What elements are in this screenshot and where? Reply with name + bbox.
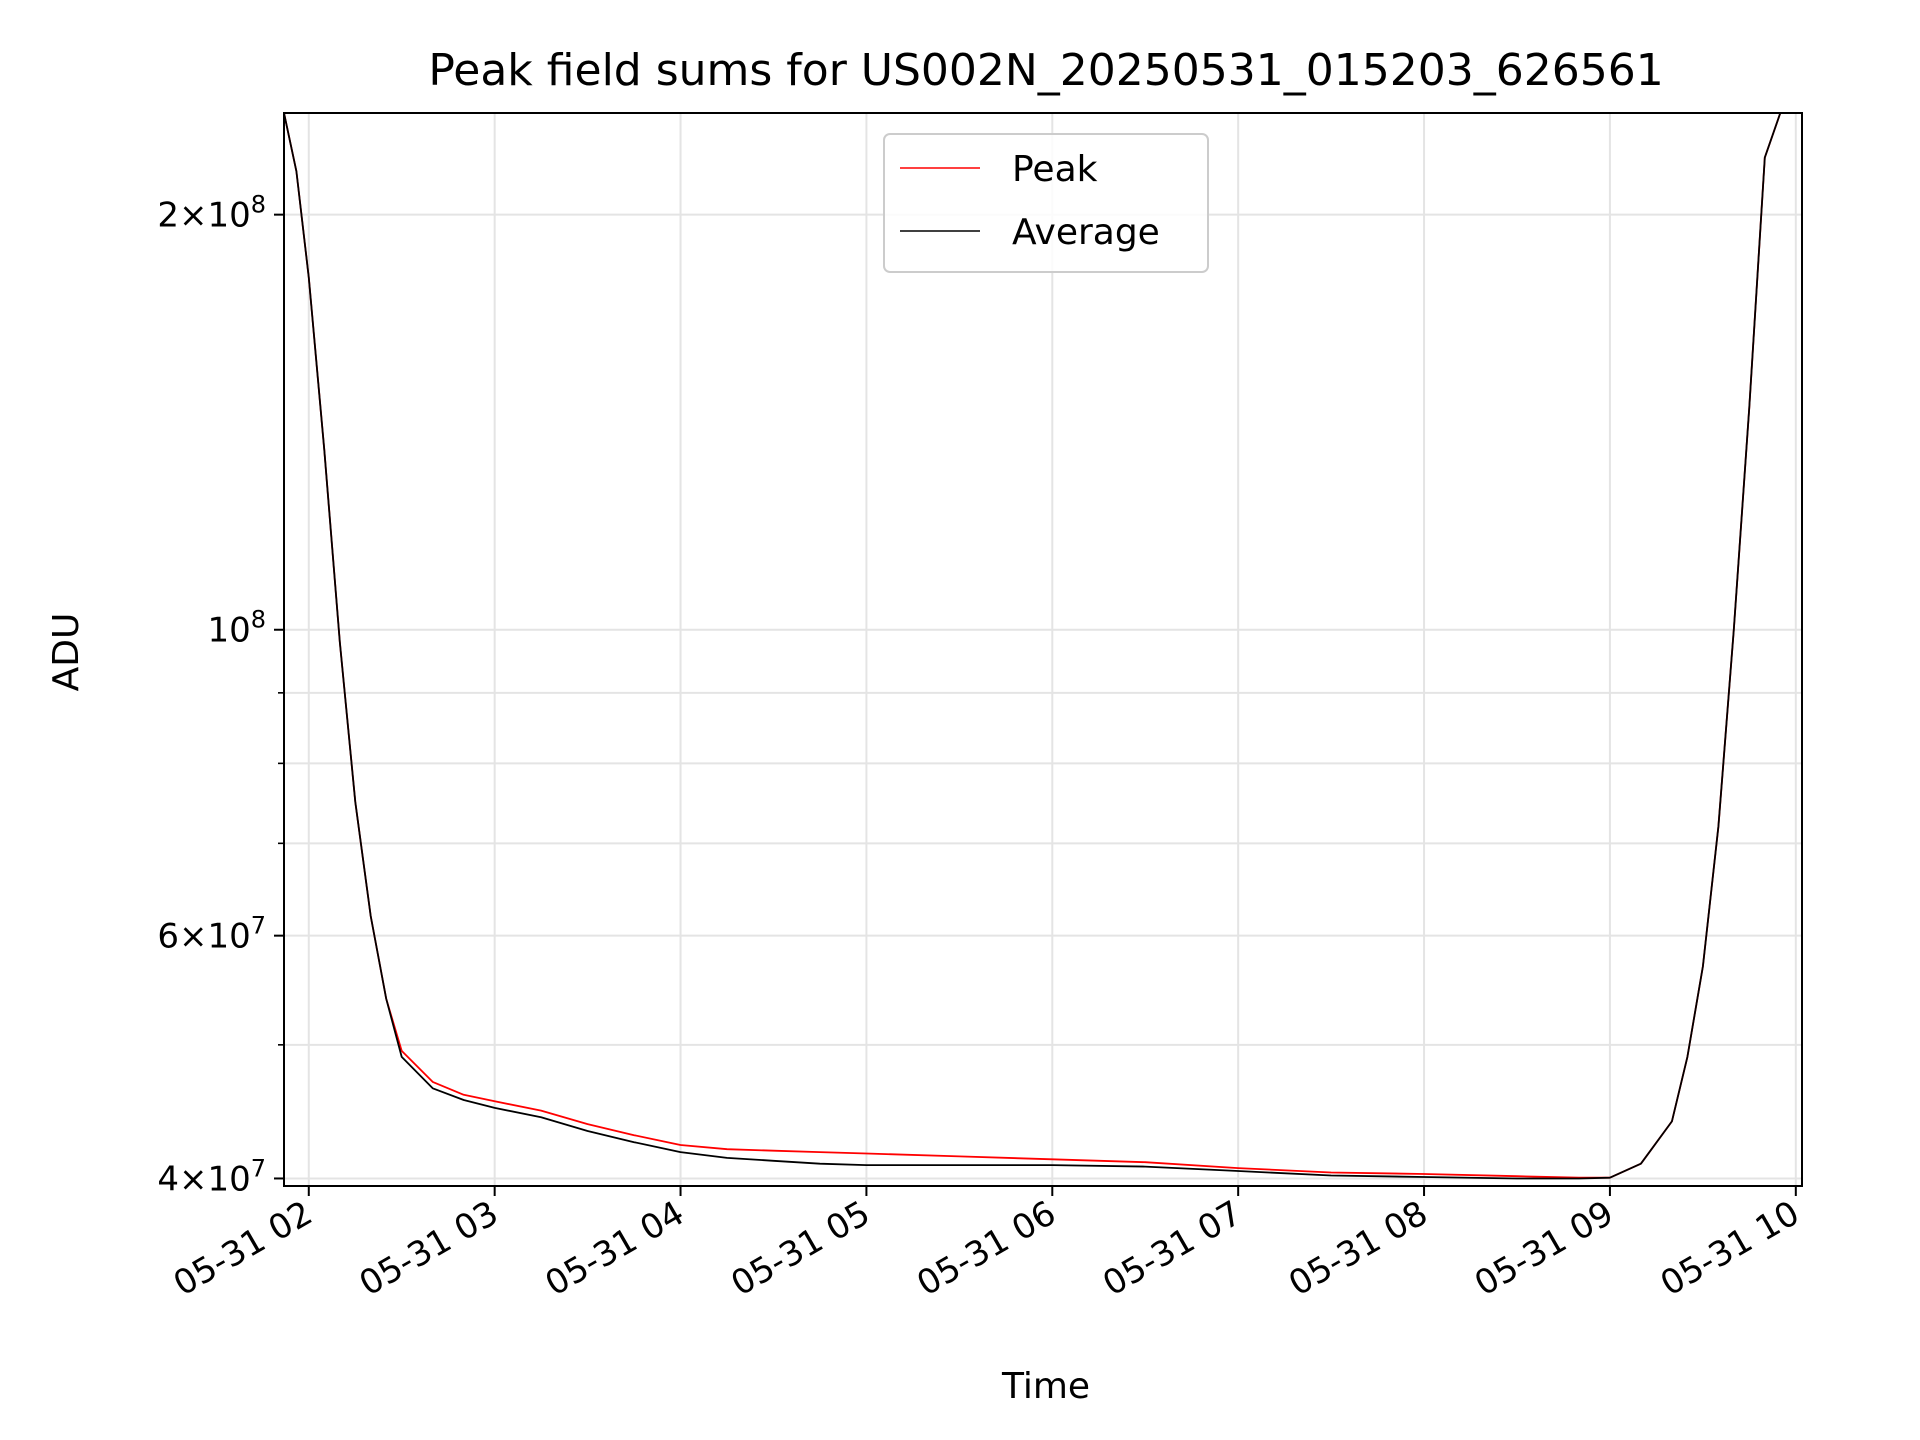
legend: Peak Average [883, 133, 1209, 273]
y-tick-label: 4×107 [157, 1154, 266, 1199]
chart-title: Peak field sums for US002N_20250531_0152… [428, 45, 1663, 96]
legend-label-average: Average [1012, 212, 1160, 253]
y-axis-label: ADU [46, 613, 87, 692]
y-tick-label: 2×108 [157, 191, 266, 236]
plot-lines [284, 113, 1796, 1180]
x-axis-label: Time [1001, 1366, 1090, 1407]
plot-area-frame [283, 112, 1803, 1187]
y-tick-label: 108 [207, 606, 266, 651]
y-tick-label: 6×107 [157, 912, 266, 957]
series-line-average [284, 113, 1796, 1180]
legend-label-peak: Peak [1012, 149, 1098, 190]
